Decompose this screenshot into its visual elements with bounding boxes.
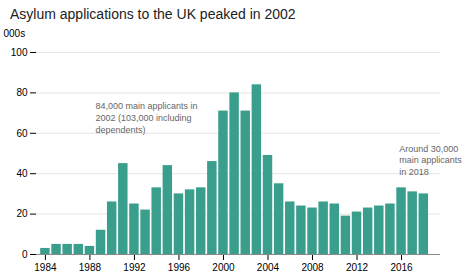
- svg-text:40: 40: [16, 168, 28, 179]
- svg-text:60: 60: [16, 128, 28, 139]
- svg-text:1988: 1988: [79, 262, 102, 273]
- svg-text:1992: 1992: [123, 262, 146, 273]
- svg-text:2012: 2012: [346, 262, 369, 273]
- svg-text:2016: 2016: [390, 262, 413, 273]
- html-text:Asylum applications to the UK: Asylum applications to the UK peaked in …: [10, 6, 296, 22]
- svg-text:0: 0: [22, 249, 28, 260]
- svg-text:1996: 1996: [168, 262, 191, 273]
- svg-text:2008: 2008: [301, 262, 324, 273]
- svg-text:000s: 000s: [4, 28, 26, 39]
- svg-text:84,000 main applicants in2002: 84,000 main applicants in2002 (103,000 i…: [95, 101, 197, 134]
- svg-text:2000: 2000: [212, 262, 235, 273]
- svg-text:20: 20: [16, 208, 28, 219]
- svg-text:1984: 1984: [34, 262, 57, 273]
- svg-text:80: 80: [16, 87, 28, 98]
- svg-text:100: 100: [11, 47, 28, 58]
- svg-text:Around 30,000main applicantsin: Around 30,000main applicantsin 2018: [399, 144, 462, 177]
- svg-text:2004: 2004: [257, 262, 280, 273]
